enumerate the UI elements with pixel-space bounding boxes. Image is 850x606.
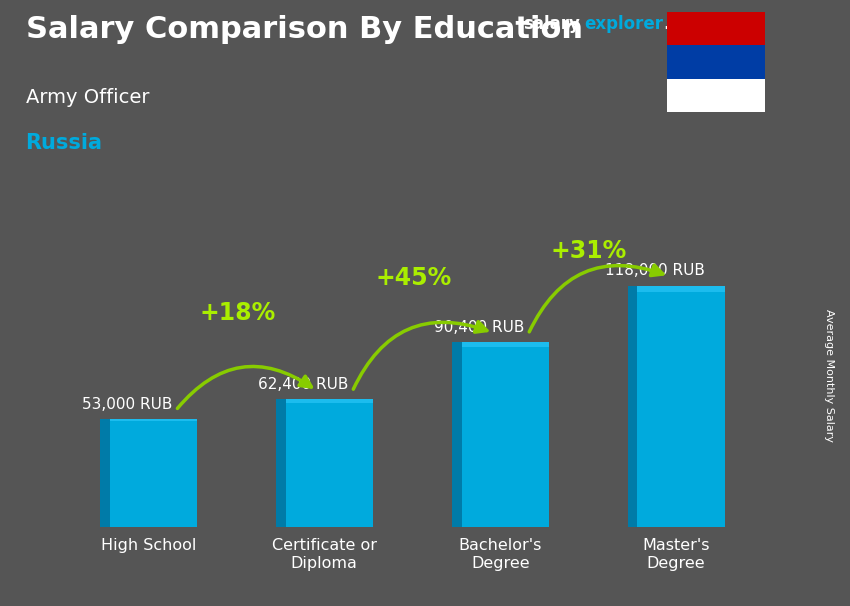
Bar	[452, 342, 462, 527]
Text: Average Monthly Salary: Average Monthly Salary	[824, 309, 834, 442]
Text: 90,400 RUB: 90,400 RUB	[434, 320, 524, 335]
Text: Salary Comparison By Education: Salary Comparison By Education	[26, 15, 582, 44]
Text: explorer: explorer	[584, 15, 663, 33]
Text: Army Officer: Army Officer	[26, 88, 149, 107]
Text: 62,400 RUB: 62,400 RUB	[258, 378, 348, 392]
Bar	[462, 342, 548, 347]
Bar	[100, 419, 196, 527]
Bar	[628, 285, 638, 527]
Bar	[638, 285, 724, 291]
Text: +31%: +31%	[551, 239, 627, 263]
Bar	[276, 399, 286, 527]
Bar	[100, 419, 110, 527]
Text: 118,000 RUB: 118,000 RUB	[605, 264, 705, 278]
Text: salary: salary	[523, 15, 580, 33]
Bar	[286, 399, 372, 402]
Text: 53,000 RUB: 53,000 RUB	[82, 396, 173, 411]
Text: +45%: +45%	[375, 265, 451, 290]
Bar	[276, 399, 372, 527]
Text: .com: .com	[663, 15, 708, 33]
Bar	[452, 342, 548, 527]
Text: Russia: Russia	[26, 133, 103, 153]
Text: +18%: +18%	[199, 301, 275, 325]
Bar	[110, 419, 196, 421]
Bar	[628, 285, 724, 527]
